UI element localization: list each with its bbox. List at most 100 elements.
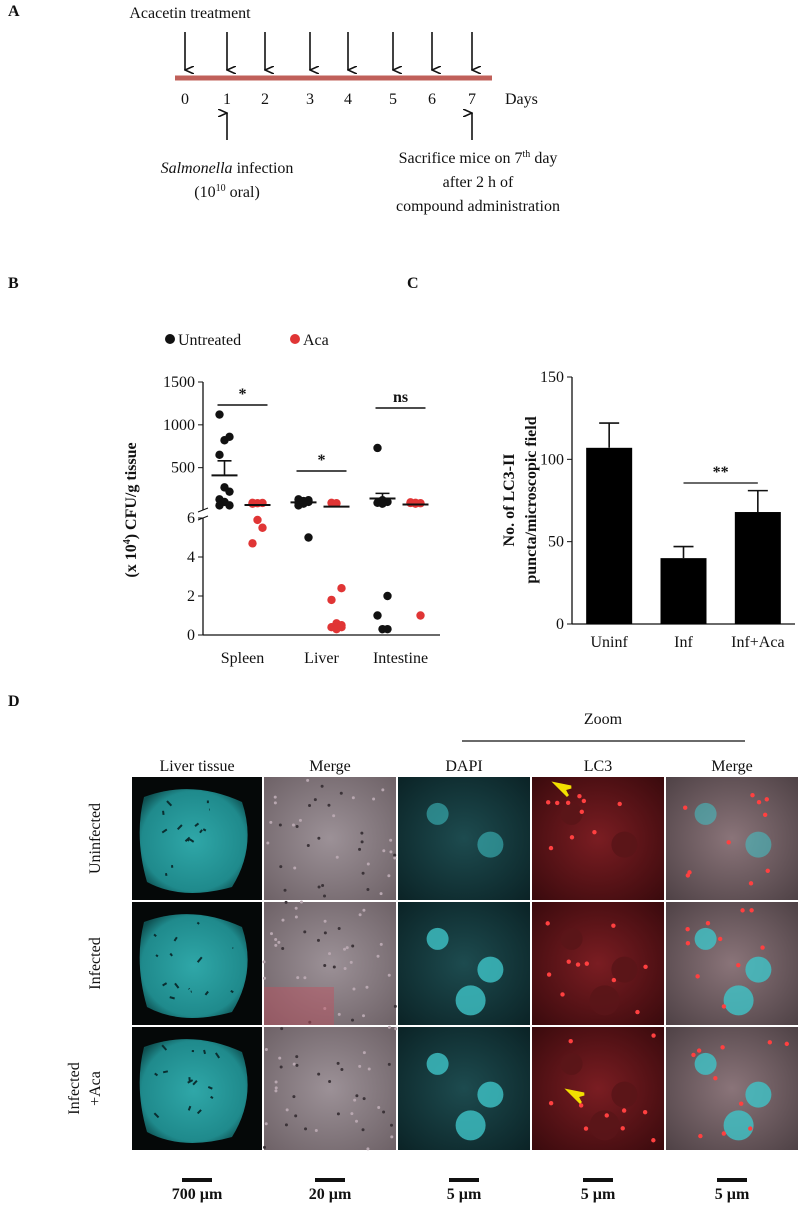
texture (274, 1089, 278, 1093)
texture (169, 996, 175, 1000)
puncta (784, 1041, 790, 1047)
micrograph (532, 777, 664, 900)
texture (292, 1095, 296, 1099)
texture (376, 954, 380, 958)
texture (284, 1123, 288, 1127)
nucleus (455, 1110, 486, 1141)
texture (269, 820, 273, 824)
texture (332, 814, 336, 818)
scale-bar (717, 1178, 747, 1182)
micrograph (398, 777, 530, 900)
texture (382, 849, 386, 853)
text-part: Salmonella (161, 160, 233, 177)
texture (355, 1119, 359, 1123)
scale-bar (583, 1178, 613, 1182)
texture (153, 933, 157, 938)
texture (328, 1080, 332, 1084)
scale-bar-label: 5 µm (581, 1186, 616, 1203)
puncta (721, 1131, 727, 1136)
puncta (546, 972, 552, 977)
y-tick-label: 1500 (163, 374, 195, 391)
texture (382, 1110, 386, 1114)
texture (367, 1067, 371, 1071)
texture (377, 1105, 381, 1109)
significance-label: * (318, 452, 326, 469)
y-tick-label: 0 (187, 627, 195, 644)
puncta (581, 798, 587, 804)
texture (166, 800, 173, 807)
y-axis-label: puncta/microscopic field (523, 416, 540, 583)
puncta (651, 1033, 656, 1038)
data-point (225, 501, 234, 510)
texture (155, 954, 159, 958)
puncta (620, 1126, 625, 1131)
scale-bar (449, 1178, 479, 1182)
texture (202, 828, 207, 832)
error-bar (599, 422, 620, 448)
texture (343, 947, 347, 951)
tissue-section (139, 914, 248, 1018)
texture (389, 850, 393, 854)
texture (394, 1027, 398, 1031)
y-tick-label: 150 (540, 369, 564, 386)
x-tick-label: Intestine (373, 650, 428, 667)
texture (332, 965, 336, 969)
texture (390, 1135, 394, 1139)
texture (295, 824, 299, 828)
texture (327, 803, 331, 807)
texture (351, 1018, 355, 1022)
texture (174, 982, 180, 989)
puncta (750, 792, 755, 798)
texture (361, 871, 365, 875)
texture (379, 892, 383, 896)
x-tick-label: Uninf (591, 634, 629, 651)
nucleus (745, 1081, 772, 1108)
texture (176, 824, 183, 830)
texture (379, 942, 383, 946)
day-label: 6 (428, 91, 436, 108)
texture (362, 1014, 366, 1018)
row-label: Infected (87, 937, 104, 989)
scale-bar-label: 5 µm (447, 1186, 482, 1203)
nucleus (560, 1052, 583, 1075)
panel-label: B (8, 275, 19, 292)
puncta (695, 974, 700, 979)
texture (294, 906, 298, 910)
texture (274, 1086, 278, 1090)
nucleus (694, 802, 717, 825)
data-point (337, 584, 346, 593)
puncta (683, 805, 688, 810)
puncta (687, 870, 692, 875)
texture (351, 944, 355, 948)
texture (323, 919, 327, 923)
nucleus (723, 985, 754, 1016)
nucleus (560, 927, 583, 950)
data-point (225, 432, 234, 442)
texture (323, 1006, 327, 1010)
nucleus (560, 802, 583, 825)
texture (184, 836, 191, 843)
texture (362, 908, 366, 912)
puncta (685, 926, 690, 932)
data-point (373, 611, 382, 620)
bar (660, 558, 707, 624)
texture (262, 976, 266, 980)
data-point (332, 499, 341, 508)
puncta (713, 1076, 718, 1081)
day-label: 0 (181, 91, 189, 108)
day-label: 7 (468, 91, 476, 108)
y-tick-label: 500 (171, 460, 195, 477)
texture (293, 866, 297, 870)
nucleus (611, 831, 638, 858)
texture (306, 778, 310, 782)
sacrifice-label: compound administration (396, 198, 560, 215)
texture (273, 795, 277, 799)
texture (274, 938, 278, 942)
texture (285, 1108, 289, 1112)
puncta (555, 800, 560, 806)
puncta (721, 1004, 727, 1009)
texture (360, 840, 364, 844)
panel-label: D (8, 693, 20, 710)
texture (303, 930, 307, 934)
texture (164, 872, 168, 877)
